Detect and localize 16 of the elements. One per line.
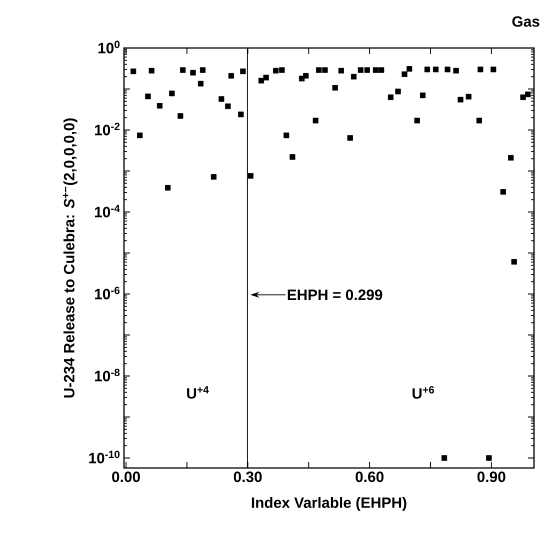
y-tick-label: 10$^{0}$ bbox=[98, 40, 120, 54]
y-tick-label: 10$^{-2}$ bbox=[94, 122, 120, 136]
x-tick-label: 0.00 bbox=[112, 472, 140, 482]
x-axis-title: Index Varlable (EHPH) bbox=[252, 496, 406, 511]
x-tick-label: 0.90 bbox=[477, 472, 506, 482]
y-tick-label: 10$^{-10}$ bbox=[89, 450, 120, 464]
ref-line-label: EHPH = 0.299 bbox=[288, 290, 382, 300]
chart-title: Gas bbox=[512, 16, 540, 27]
x-tick-label: 0.30 bbox=[234, 472, 262, 482]
y-tick-label: 10$^{-6}$ bbox=[94, 286, 120, 300]
x-tick-label: 0.60 bbox=[356, 472, 384, 482]
y-axis-title: U-234 Release to Culebra: S$^{+−}$(2,0,0,0,0) bbox=[62, 118, 78, 398]
annotation: U$^{+4}$ bbox=[187, 386, 209, 399]
y-tick-label: 10$^{-4}$ bbox=[94, 204, 120, 218]
annotation: U$^{+6}$ bbox=[412, 386, 434, 399]
y-tick-label: 10$^{-8}$ bbox=[94, 368, 120, 382]
